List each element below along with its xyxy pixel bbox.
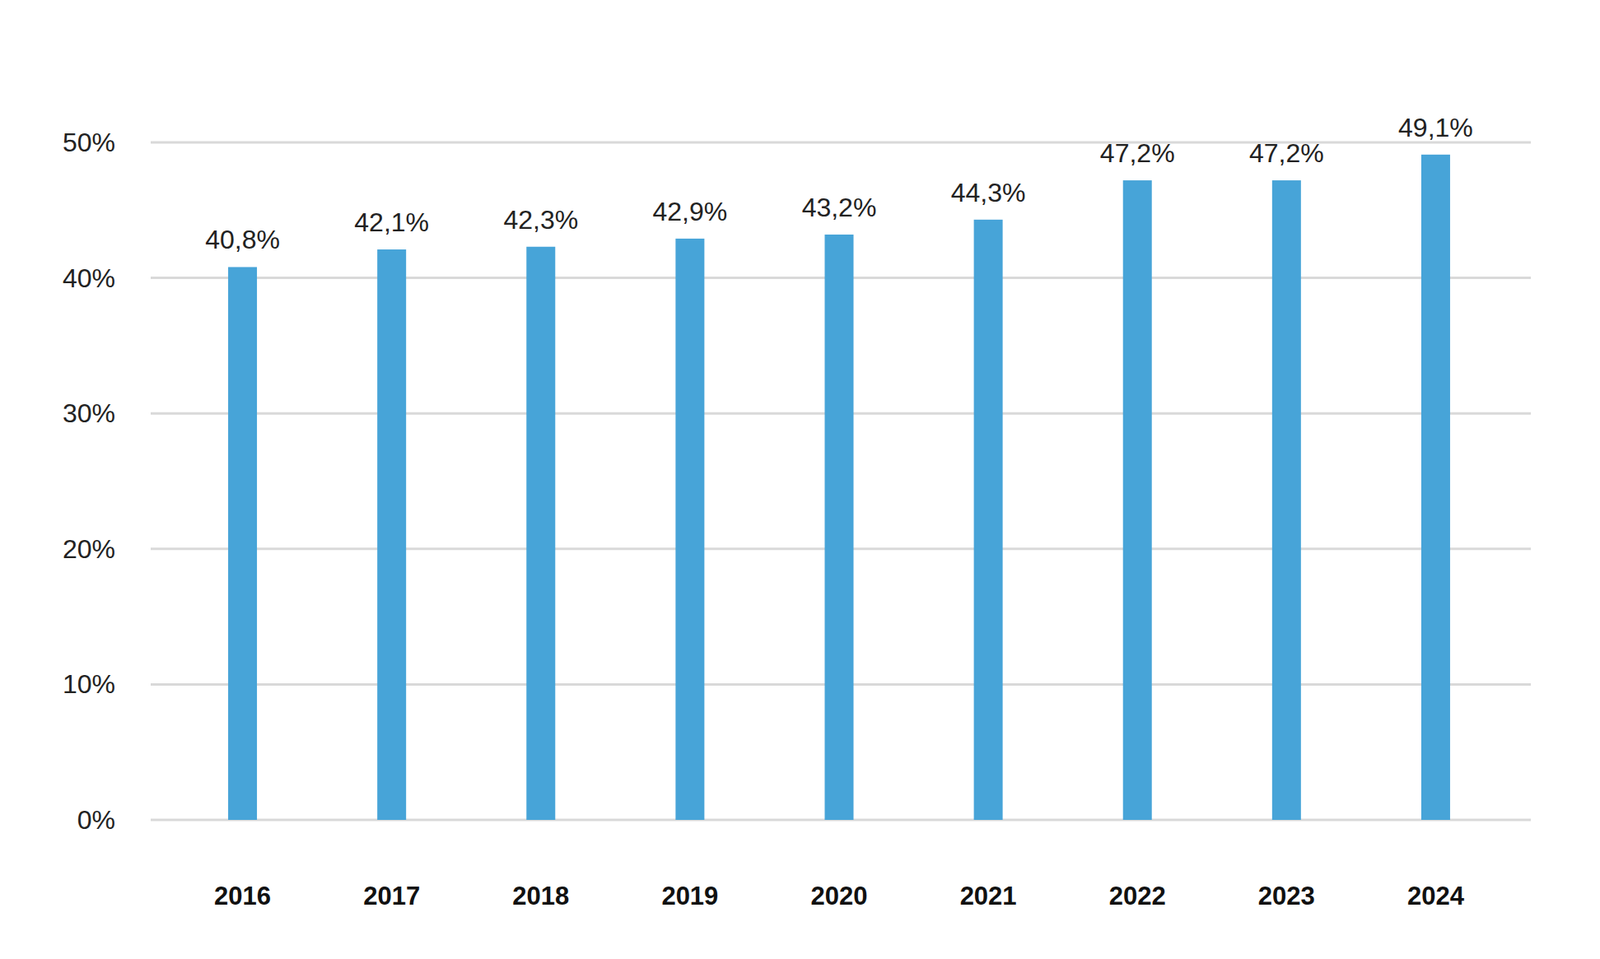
data-label: 42,9% (653, 196, 728, 227)
x-tick-label: 2017 (363, 881, 420, 911)
data-label: 43,2% (802, 192, 877, 223)
x-tick-label: 2023 (1258, 881, 1316, 911)
bar (377, 249, 406, 821)
data-label: 40,8% (205, 224, 280, 255)
y-tick-label: 0% (77, 805, 116, 835)
grid (150, 142, 1531, 821)
data-label: 47,2% (1100, 138, 1176, 168)
x-tick-label: 2022 (1109, 881, 1167, 911)
data-label: 49,1% (1398, 112, 1474, 143)
x-tick-label: 2016 (214, 881, 271, 911)
y-tick-label: 10% (62, 669, 116, 700)
bar (1272, 180, 1302, 821)
y-tick-label: 30% (62, 398, 116, 429)
data-label: 44,3% (951, 177, 1027, 208)
bar (1421, 154, 1451, 821)
data-label: 47,2% (1249, 138, 1325, 168)
x-tick-label: 2021 (960, 881, 1017, 911)
chart: 0% 10% 20% 30% 40% 50% 40,8% 42,1% 42,3% 42,9% 43,… (0, 0, 1600, 959)
x-tick-label: 2019 (661, 881, 719, 911)
x-axis-labels: 2016 2017 2018 2019 2020 2021 2022 2023 2024 (214, 881, 1465, 911)
data-labels: 40,8% 42,1% 42,3% 42,9% 43,2% 44,3% 47,2% 47,2%… (205, 112, 1474, 256)
bar (974, 219, 1003, 821)
y-tick-label: 40% (62, 263, 116, 294)
bar (1123, 180, 1153, 821)
bar (228, 266, 257, 821)
bar (526, 247, 556, 821)
data-label: 42,3% (503, 205, 579, 235)
bars (228, 154, 1451, 821)
x-tick-label: 2020 (811, 881, 868, 911)
x-tick-label: 2024 (1407, 881, 1465, 911)
bar (675, 238, 705, 821)
bar (825, 234, 854, 821)
y-tick-label: 50% (62, 127, 116, 158)
x-tick-label: 2018 (512, 881, 570, 911)
y-tick-label: 20% (62, 534, 116, 565)
data-label: 42,1% (354, 207, 430, 238)
